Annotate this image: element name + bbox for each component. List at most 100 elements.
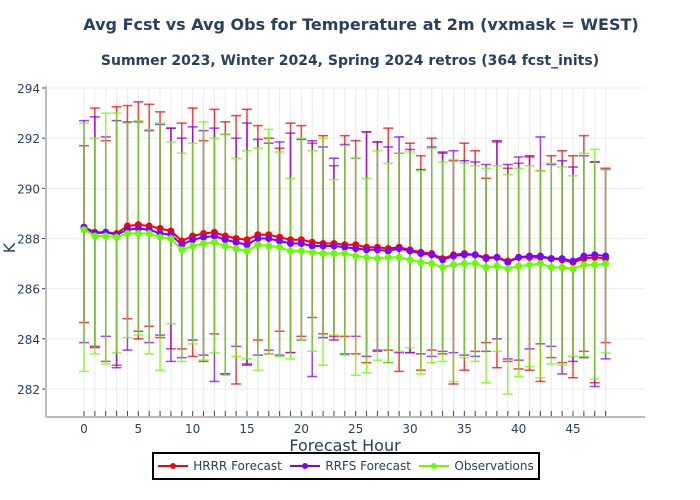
observations-point bbox=[482, 263, 490, 271]
legend-label-rrfs: RRFS Forecast bbox=[325, 459, 411, 473]
legend-item-hrrr[interactable]: HRRR Forecast bbox=[158, 459, 282, 473]
rrfs-forecast-point bbox=[297, 240, 305, 248]
rrfs-forecast-point bbox=[243, 241, 251, 249]
x-axis-label: Forecast Hour bbox=[289, 436, 401, 455]
rrfs-forecast-point bbox=[232, 238, 240, 246]
observations-point bbox=[134, 229, 142, 237]
hrrr-forecast-point bbox=[243, 236, 251, 244]
hrrr-forecast-point bbox=[156, 224, 164, 232]
legend-item-observations[interactable]: Observations bbox=[419, 459, 534, 473]
rrfs-forecast-point bbox=[341, 243, 349, 251]
rrfs-forecast-point bbox=[373, 246, 381, 254]
series-lines bbox=[80, 221, 610, 273]
observations-point bbox=[428, 260, 436, 268]
observations-point bbox=[602, 260, 610, 268]
observations-point bbox=[515, 262, 523, 270]
rrfs-forecast-point bbox=[439, 256, 447, 264]
observations-point bbox=[145, 229, 153, 237]
observations-point bbox=[167, 235, 175, 242]
legend-swatch-rrfs bbox=[290, 461, 321, 471]
observations-point bbox=[536, 260, 544, 268]
observations-point bbox=[123, 229, 131, 237]
observations-point bbox=[276, 243, 284, 251]
rrfs-forecast-point bbox=[221, 236, 229, 244]
observations-point bbox=[580, 261, 588, 269]
legend: HRRR Forecast RRFS Forecast Observations bbox=[152, 452, 540, 480]
observations-point bbox=[439, 263, 447, 271]
rrfs-forecast-point bbox=[319, 242, 327, 250]
rrfs-forecast-point bbox=[482, 255, 490, 263]
observations-point bbox=[319, 250, 327, 258]
rrfs-forecast-point bbox=[265, 235, 273, 242]
rrfs-forecast-point bbox=[558, 255, 566, 263]
observations-point bbox=[569, 265, 577, 273]
rrfs-forecast-point bbox=[504, 258, 512, 266]
rrfs-forecast-point bbox=[330, 242, 338, 250]
legend-label-observations: Observations bbox=[454, 459, 534, 473]
observations-point bbox=[254, 241, 262, 249]
legend-label-hrrr: HRRR Forecast bbox=[193, 459, 282, 473]
rrfs-forecast-point bbox=[276, 237, 284, 245]
observations-point bbox=[504, 265, 512, 273]
observations-point bbox=[373, 255, 381, 263]
x-tick-label: 20 bbox=[294, 422, 309, 436]
observations-point bbox=[591, 261, 599, 269]
observations-point bbox=[558, 263, 566, 271]
y-tick-label: 290 bbox=[17, 182, 40, 196]
tick-labels: 282 284 286 288 290 292 294 0 5 10 15 20 25 30 35 40 45 bbox=[17, 82, 581, 436]
chart-subtitle: Summer 2023, Winter 2024, Spring 2024 re… bbox=[100, 53, 600, 69]
rrfs-forecast-point bbox=[210, 232, 218, 240]
observations-point bbox=[221, 242, 229, 250]
rrfs-forecast-point bbox=[493, 253, 501, 261]
rrfs-forecast-point bbox=[569, 257, 577, 265]
rrfs-forecast-point bbox=[395, 245, 403, 253]
rrfs-forecast-point bbox=[254, 235, 262, 242]
observations-point bbox=[417, 258, 425, 266]
observations-point bbox=[363, 253, 371, 261]
axes bbox=[42, 86, 645, 418]
x-tick-label: 5 bbox=[135, 422, 143, 436]
observations-point bbox=[178, 246, 186, 254]
observations-point bbox=[189, 242, 197, 250]
x-tick-label: 30 bbox=[402, 422, 417, 436]
legend-swatch-observations bbox=[419, 461, 450, 471]
rrfs-forecast-point bbox=[547, 255, 555, 263]
observations-point bbox=[341, 250, 349, 258]
rrfs-forecast-point bbox=[308, 242, 316, 250]
rrfs-forecast-point bbox=[591, 251, 599, 259]
x-tick-label: 25 bbox=[348, 422, 363, 436]
observations-point bbox=[547, 263, 555, 271]
rrfs-forecast-point bbox=[449, 252, 457, 260]
y-tick-label: 282 bbox=[17, 383, 40, 397]
observations-point bbox=[80, 226, 88, 234]
rrfs-forecast-point bbox=[406, 247, 414, 255]
observations-point bbox=[286, 247, 294, 255]
observations-point bbox=[395, 253, 403, 261]
observations-point bbox=[384, 253, 392, 261]
y-tick-label: 292 bbox=[17, 132, 40, 146]
y-tick-label: 286 bbox=[17, 283, 40, 297]
observations-point bbox=[526, 261, 534, 269]
observations-point bbox=[265, 242, 273, 250]
rrfs-forecast-point bbox=[178, 241, 186, 249]
observations-point bbox=[102, 232, 110, 240]
legend-swatch-hrrr bbox=[158, 461, 189, 471]
observations-point bbox=[493, 262, 501, 270]
observations-point bbox=[460, 260, 468, 268]
observations-point bbox=[449, 261, 457, 269]
x-tick-label: 0 bbox=[80, 422, 88, 436]
x-tick-label: 35 bbox=[457, 422, 472, 436]
x-tick-label: 45 bbox=[565, 422, 580, 436]
rrfs-forecast-point bbox=[363, 246, 371, 254]
observations-point bbox=[471, 260, 479, 268]
observations-point bbox=[308, 248, 316, 256]
observations-point bbox=[156, 233, 164, 241]
observations-point bbox=[91, 232, 99, 240]
observations-point bbox=[406, 256, 414, 264]
y-tick-label: 294 bbox=[17, 82, 40, 96]
legend-item-rrfs[interactable]: RRFS Forecast bbox=[290, 459, 411, 473]
y-axis-label: K bbox=[0, 242, 19, 253]
observations-point bbox=[330, 250, 338, 258]
rrfs-forecast-point bbox=[134, 224, 142, 232]
